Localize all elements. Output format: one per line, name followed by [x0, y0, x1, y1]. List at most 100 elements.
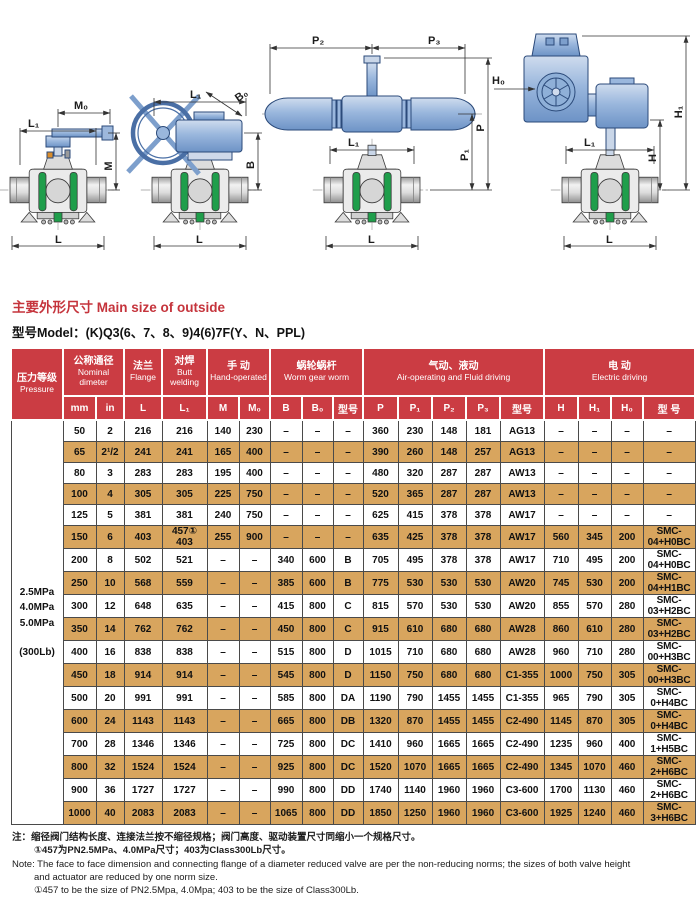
cell-P3: 680 [465, 617, 501, 641]
cell-dn-in: 3 [95, 462, 125, 484]
cell-L1: 838 [161, 640, 208, 664]
cell-L1: 241 [161, 441, 208, 463]
dim-label-l1: L₁ [584, 137, 596, 149]
cell-B: 925 [269, 755, 303, 779]
cell-B: 990 [269, 778, 303, 802]
cell-electric-model: – [642, 441, 696, 463]
cell-M: – [206, 663, 240, 687]
cell-P: 520 [362, 483, 399, 505]
cell-P: 1520 [362, 755, 399, 779]
cell-L1: 762 [161, 617, 208, 641]
cell-P: 915 [362, 617, 399, 641]
cell-air-model: AW13 [499, 462, 545, 484]
cell-M: – [206, 686, 240, 710]
group-label-en: Electric driving [591, 372, 648, 383]
cell-electric-model: SMC-0+H4BC [642, 686, 696, 710]
cell-P3: 530 [465, 571, 501, 595]
cell-H1: 1070 [577, 755, 612, 779]
cell-worm-model: – [332, 483, 364, 505]
table-row: 300 12 648 635– –415 800 C 815 570 530 530 AW20 855 5… [11, 594, 696, 618]
cell-dn-mm: 150 [62, 525, 97, 549]
cell-H: 560 [543, 525, 579, 549]
cell-L1: 559 [161, 571, 208, 595]
note-cn-1: 注：缩径阀门结构长度、连接法兰按不缩径规格；阀门高度、驱动装置尺寸同缩小一个规格… [12, 832, 421, 843]
dim-label-p3: P₃ [428, 35, 440, 47]
cell-L: 991 [123, 686, 163, 710]
cell-P2: 680 [431, 617, 467, 641]
cell-P1: 260 [397, 441, 433, 463]
cell-worm-model: DB [332, 709, 364, 733]
cell-air-model: AW20 [499, 571, 545, 595]
cell-B0: – [301, 483, 334, 505]
col-group-nominal-diameter: 公称通径 Nominal dimeter [61, 347, 126, 397]
table-row: 200 8 502 521– –340 600 B 705 495 378 378 AW17 710 49… [11, 548, 696, 572]
cell-H1: 960 [577, 732, 612, 756]
cell-L1: 1143 [161, 709, 208, 733]
cell-P2: 148 [431, 419, 467, 442]
cell-P2: 1665 [431, 755, 467, 779]
cell-L: 381 [123, 504, 163, 526]
cell-air-model: AG13 [499, 419, 545, 442]
cell-L1: 1524 [161, 755, 208, 779]
cell-M: 225 [206, 483, 240, 505]
cell-H1: – [577, 441, 612, 463]
cell-H1: 345 [577, 525, 612, 549]
table-row: 100 4 305 305 225 750– – –520 365 287 287 AW13– – – – [11, 483, 696, 505]
cell-air-model: AW28 [499, 617, 545, 641]
table-row: 150 6 403 457① 403 255 900– – –635 425 378 378 AW17… [11, 525, 696, 549]
cell-dn-mm: 500 [62, 686, 97, 710]
cell-P2: 1960 [431, 778, 467, 802]
cell-P3: 287 [465, 462, 501, 484]
cell-dn-mm: 50 [62, 419, 97, 442]
cell-H1: 610 [577, 617, 612, 641]
note-cn-2: ①457为PN2.5MPa、4.0MPa尺寸；403为Class300Lb尺寸。 [34, 845, 291, 857]
dim-label-h0: H₀ [492, 75, 505, 87]
cell-L1: 1727 [161, 778, 208, 802]
footnotes: 注：缩径阀门结构长度、连接法兰按不缩径规格；阀门高度、驱动装置尺寸同缩小一个规格… [12, 831, 700, 897]
cell-worm-model: B [332, 548, 364, 572]
cell-dn-mm: 200 [62, 548, 97, 572]
cell-B: 545 [269, 663, 303, 687]
cell-B: – [269, 441, 303, 463]
cell-H: 965 [543, 686, 579, 710]
cell-P1: 870 [397, 709, 433, 733]
cell-worm-model: – [332, 504, 364, 526]
cell-P: 625 [362, 504, 399, 526]
cell-dn-in: 36 [95, 778, 125, 802]
cell-M0: – [238, 617, 271, 641]
cell-M0: 750 [238, 504, 271, 526]
cell-P3: 1455 [465, 686, 501, 710]
cell-worm-model: B [332, 571, 364, 595]
col-group-air-fluid: 气动、液动 Air-operating and Fluid driving [362, 347, 546, 397]
cell-M: – [206, 640, 240, 664]
cell-P3: 378 [465, 525, 501, 549]
dim-label-l1: L₁ [348, 137, 360, 149]
cell-H: 745 [543, 571, 579, 595]
cell-P3: 1665 [465, 755, 501, 779]
cell-P2: 1455 [431, 686, 467, 710]
dim-label-l: L [368, 234, 375, 246]
col-header-H0: H₀ [610, 395, 645, 421]
col-header-L1: L₁ [161, 395, 209, 421]
cell-dn-in: 28 [95, 732, 125, 756]
col-header-B: B [269, 395, 304, 421]
cell-L1: 2083 [161, 801, 208, 825]
group-label-en: Air-operating and Fluid driving [396, 372, 511, 383]
table-row: 80 3 283 283 195 400– – –480 320 287 287 AW13– – – – [11, 462, 696, 484]
cell-H: 960 [543, 640, 579, 664]
cell-P3: 1665 [465, 732, 501, 756]
electric-valve-drawing: H₀ H₁ H L₁ L [492, 33, 690, 250]
cell-worm-model: – [332, 419, 364, 442]
cell-P2: 378 [431, 548, 467, 572]
col-header-P2: P₂ [431, 395, 468, 421]
cell-H0: 280 [610, 594, 644, 618]
table-row: 65 2¹/2 241 241 165 400– – –390 260 148 257 AG13– – –… [11, 441, 696, 463]
cell-P: 1015 [362, 640, 399, 664]
cell-worm-model: – [332, 462, 364, 484]
cell-B: – [269, 504, 303, 526]
cell-electric-model: – [642, 419, 696, 442]
cell-H: 1235 [543, 732, 579, 756]
cell-dn-in: 8 [95, 548, 125, 572]
note-en-3: ①457 to be the size of PN2.5Mpa, 4.0Mpa;… [34, 885, 359, 897]
dim-label-h: H [647, 154, 659, 162]
